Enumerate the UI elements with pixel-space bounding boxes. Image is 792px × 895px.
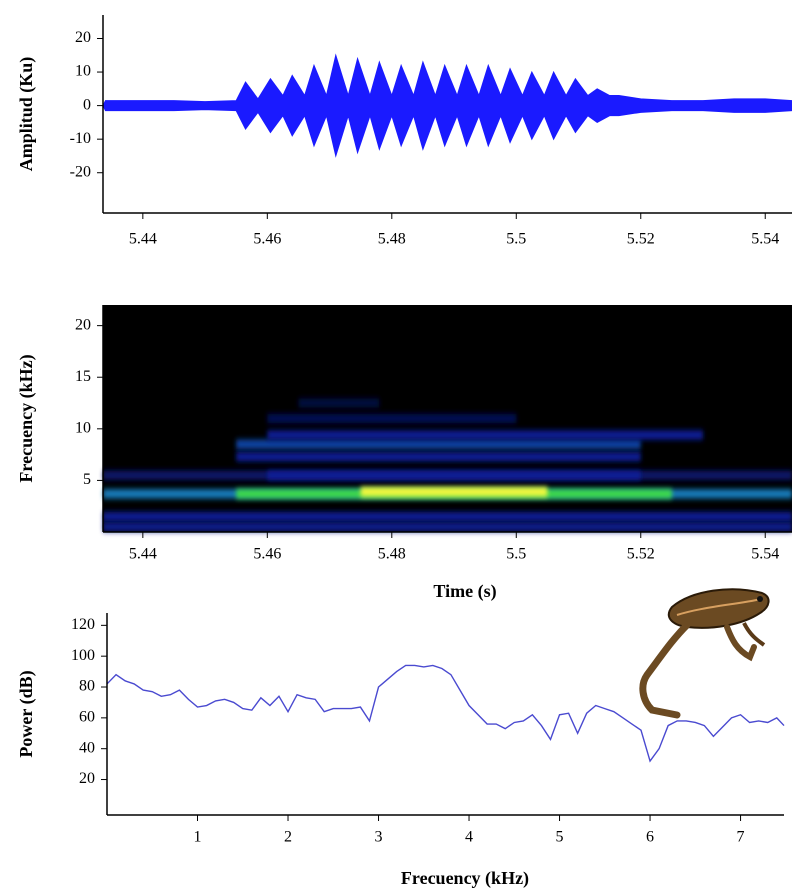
x-tick-label: 5.54 — [751, 546, 779, 563]
y-tick-label: 10 — [75, 419, 91, 436]
spectral-band — [103, 522, 792, 532]
y-tick-label: 20 — [75, 316, 91, 333]
y-tick-label: 100 — [71, 647, 95, 664]
x-tick-label: 5.44 — [129, 231, 157, 248]
y-axis-label: Amplitud (Ku) — [16, 57, 37, 172]
spectral-band — [298, 398, 380, 408]
x-tick-label: 5.46 — [253, 231, 281, 248]
y-tick-label: 10 — [75, 63, 91, 80]
spectral-band — [236, 452, 641, 462]
x-tick-label: 5 — [556, 829, 564, 846]
x-tick-label: 5.48 — [378, 231, 406, 248]
x-tick-label: 5.5 — [506, 546, 526, 563]
spectral-band — [267, 413, 517, 424]
x-tick-label: 5.5 — [506, 231, 526, 248]
y-tick-label: 15 — [75, 368, 91, 385]
x-tick-label: 4 — [465, 829, 473, 846]
x-tick-label: 7 — [737, 829, 745, 846]
x-tick-label: 5.46 — [253, 546, 281, 563]
y-tick-label: 80 — [79, 678, 95, 695]
frog-photo — [639, 588, 770, 719]
y-tick-label: 20 — [75, 29, 91, 46]
y-tick-label: 5 — [83, 471, 91, 488]
waveform-lower — [102, 105, 792, 158]
y-tick-label: 20 — [79, 770, 95, 787]
spectral-band — [267, 430, 703, 440]
x-tick-label: 5.52 — [627, 546, 655, 563]
spectral-band — [103, 511, 792, 522]
x-axis-label: Time (s) — [433, 581, 496, 602]
spectral-band — [267, 470, 641, 480]
waveform-upper — [102, 53, 792, 107]
y-axis-label: Power (dB) — [16, 670, 37, 757]
power-line — [106, 664, 785, 763]
x-tick-label: 5.48 — [378, 546, 406, 563]
x-tick-label: 5.44 — [129, 546, 157, 563]
y-tick-label: 60 — [79, 709, 95, 726]
y-tick-label: 120 — [71, 616, 95, 633]
x-tick-label: 1 — [194, 829, 202, 846]
x-tick-label: 3 — [375, 829, 383, 846]
y-tick-label: -10 — [70, 130, 91, 147]
x-tick-label: 5.54 — [751, 231, 779, 248]
y-tick-label: 40 — [79, 739, 95, 756]
x-tick-label: 2 — [284, 829, 292, 846]
y-tick-label: -20 — [70, 163, 91, 180]
spectral-band — [360, 487, 548, 497]
spectral-band — [236, 439, 641, 449]
x-tick-label: 5.52 — [627, 231, 655, 248]
x-tick-label: 6 — [646, 829, 654, 846]
x-axis-label: Frecuency (kHz) — [401, 868, 529, 889]
y-tick-label: 0 — [83, 96, 91, 113]
y-axis-label: Frecuency (kHz) — [16, 354, 37, 482]
